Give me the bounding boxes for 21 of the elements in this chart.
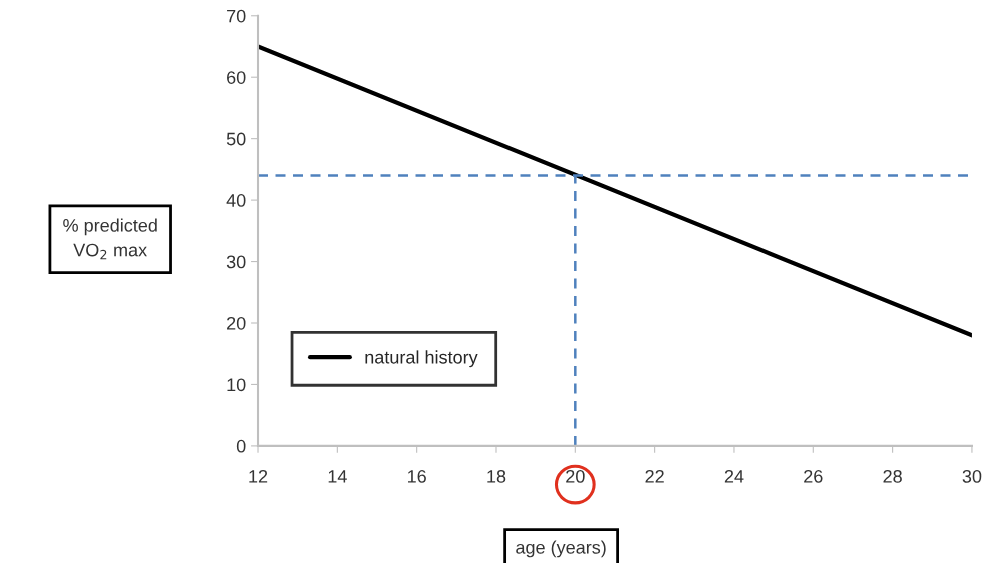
y-tick-label: 30 xyxy=(226,255,246,269)
y-tick-label: 40 xyxy=(226,194,246,207)
y-tick-label: 20 xyxy=(227,316,246,330)
x-tick-label: 26 xyxy=(804,469,823,483)
y-tick-label: 50 xyxy=(226,132,246,146)
y-tick-label: 70 xyxy=(227,9,246,23)
x-tick-label: 22 xyxy=(645,469,664,483)
legend-label: natural history xyxy=(365,350,478,368)
x-tick-label: 28 xyxy=(883,469,902,483)
x-tick-label: 18 xyxy=(487,469,506,483)
x-tick-label: 12 xyxy=(249,469,268,483)
y-tick-label: 60 xyxy=(227,71,246,84)
x-tick-label: 30 xyxy=(962,469,982,483)
x-axis-title: age (years) xyxy=(516,540,606,558)
x-tick-label: 16 xyxy=(408,469,426,483)
y-axis-title: % predicted VO$_{2}$ max xyxy=(63,218,157,260)
x-tick-label: 14 xyxy=(328,470,347,483)
y-tick-label: 10 xyxy=(227,378,246,392)
x-tick-label: 20 xyxy=(566,469,585,483)
y-tick-label: 0 xyxy=(236,439,246,453)
x-tick-label: 24 xyxy=(724,469,744,483)
